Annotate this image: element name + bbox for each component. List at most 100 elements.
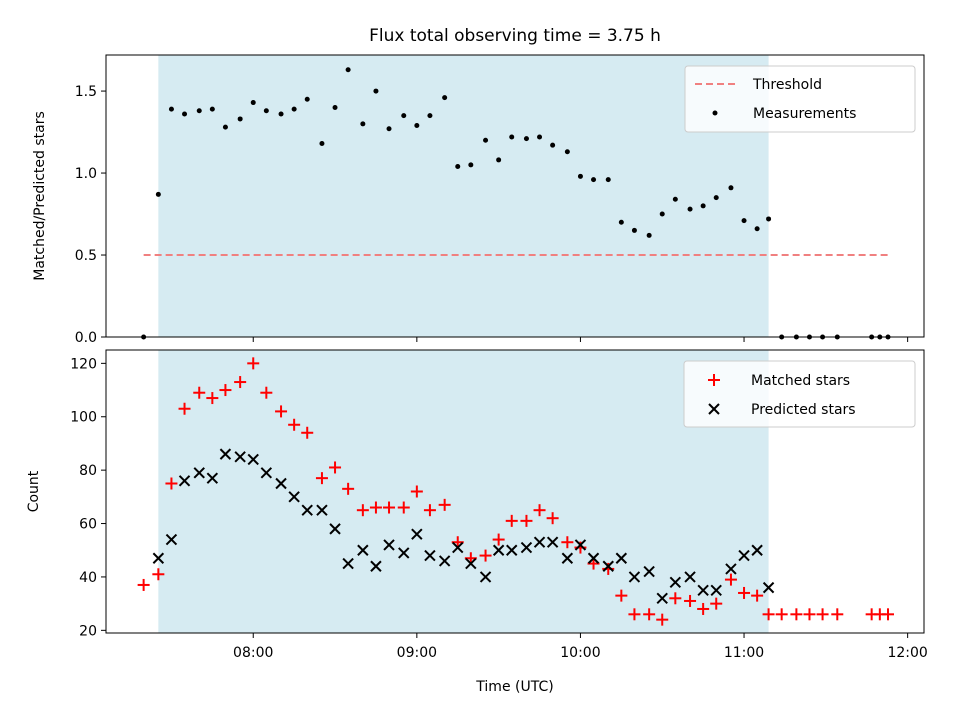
matched-stars-point [505, 514, 518, 527]
top-axes-frame [105, 54, 925, 338]
predicted-stars-point [546, 536, 559, 548]
measurement-point [345, 67, 351, 73]
legend-predicted-label: Predicted stars [751, 402, 856, 418]
measurement-point [209, 106, 215, 112]
matched-stars-point [410, 485, 423, 498]
top-marks [141, 67, 891, 340]
predicted-stars-point [424, 549, 436, 562]
matched-stars-point [383, 501, 396, 514]
matched-stars-point [656, 613, 669, 626]
measurement-point [182, 111, 188, 117]
measurement-point [401, 113, 407, 119]
measurement-point [414, 123, 420, 128]
predicted-stars-point [152, 552, 165, 564]
predicted-stars-point [193, 467, 205, 479]
measurement-point [766, 216, 772, 222]
measurement-point [373, 88, 379, 94]
measurement-point [713, 195, 719, 201]
measurement-point [564, 149, 570, 155]
predicted-stars-point [561, 552, 574, 564]
predicted-stars-point [615, 552, 628, 564]
matched-stars-point [288, 418, 301, 431]
matched-stars-point [775, 608, 788, 621]
matched-stars-point [152, 568, 165, 581]
matched-stars-point [684, 594, 697, 607]
predicted-stars-point [751, 544, 763, 556]
bottom-y-tick-label: 120 [70, 356, 97, 372]
matched-stars-point [643, 608, 656, 621]
top-y-tick-label: 1.0 [75, 166, 97, 182]
measurement-point [386, 126, 392, 132]
matched-stars-point [710, 597, 723, 610]
predicted-stars-point [669, 576, 682, 588]
measurement-point [646, 232, 652, 238]
predicted-stars-point [587, 552, 600, 564]
matched-stars-point [206, 392, 219, 405]
matched-stars-point [219, 384, 232, 397]
measurement-point [304, 96, 310, 102]
predicted-stars-point [656, 592, 668, 604]
x-tick-label: 10:00 [560, 645, 600, 661]
matched-stars-point [738, 586, 751, 599]
bottom-axes-frame [105, 349, 925, 634]
matched-stars-point [816, 608, 829, 621]
x-tick-label: 12:00 [887, 645, 927, 661]
bottom-y-tick-label: 20 [79, 623, 97, 639]
measurement-point [496, 157, 502, 163]
predicted-stars-point [178, 475, 191, 487]
measurement-point [222, 124, 228, 130]
bottom-legend: Matched stars Predicted stars [683, 360, 916, 428]
measurement-point [468, 162, 474, 168]
top-panel: 0.0 0.5 1.0 1.5 Flux total observing time =… [32, 26, 925, 346]
top-y-axis-label: Matched/Predicted stars [32, 111, 48, 281]
predicted-stars-point [725, 563, 737, 575]
matched-stars-point [882, 608, 895, 621]
bottom-y-tick-label: 40 [79, 570, 97, 586]
predicted-stars-point [738, 549, 750, 562]
x-tick-label: 11:00 [724, 645, 764, 661]
measurement-point [483, 137, 489, 143]
matched-stars-point [397, 501, 410, 514]
measurement-point [659, 211, 665, 217]
predicted-stars-point [234, 451, 246, 463]
bottom-y-tick-label: 60 [79, 517, 97, 533]
matched-stars-point [724, 573, 737, 586]
legend-threshold-label: Threshold [752, 77, 822, 93]
predicted-stars-point [506, 544, 518, 556]
predicted-stars-point [492, 544, 505, 556]
measurement-point [631, 227, 637, 233]
predicted-stars-point [533, 536, 546, 548]
predicted-stars-point [165, 533, 178, 546]
measurement-point [741, 218, 747, 224]
measurement-point [263, 108, 269, 114]
matched-stars-point [301, 426, 314, 439]
matched-stars-point [342, 482, 355, 495]
matched-stars-point [479, 549, 492, 562]
matched-stars-point [492, 533, 505, 546]
predicted-stars-point [520, 541, 533, 554]
bottom-y-axis-label: Count [26, 470, 42, 512]
matched-stars-point [803, 608, 816, 621]
measurement-point [319, 141, 325, 147]
matched-stars-point [438, 498, 451, 511]
measurement-point [291, 106, 297, 112]
predicted-stars-point [247, 453, 259, 466]
predicted-stars-point [438, 555, 451, 567]
measurement-point [442, 95, 448, 101]
matched-stars-point [520, 514, 533, 527]
predicted-stars-point [260, 467, 273, 479]
measurement-point [550, 142, 556, 148]
predicted-stars-point [762, 581, 775, 594]
measurement-point [250, 100, 256, 106]
matched-stars-point [369, 501, 382, 514]
matched-stars-point [561, 536, 574, 549]
predicted-stars-point [602, 560, 614, 572]
measurement-point [455, 163, 461, 169]
measurement-point [360, 121, 366, 127]
legend-matched-label: Matched stars [751, 373, 850, 389]
predicted-stars-point [465, 557, 477, 570]
measurement-point [237, 116, 243, 122]
predicted-stars-point [275, 477, 287, 490]
legend-measurements-label: Measurements [753, 106, 856, 122]
